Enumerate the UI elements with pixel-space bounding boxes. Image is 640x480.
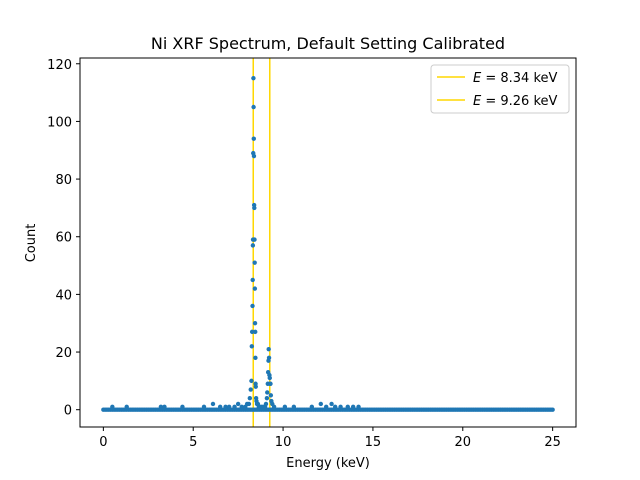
- data-point: [110, 404, 115, 410]
- data-point: [264, 395, 270, 401]
- data-point: [318, 401, 324, 407]
- x-tick-label: 5: [189, 435, 197, 450]
- legend-box: [430, 64, 570, 114]
- data-point: [252, 286, 258, 291]
- data-point: [338, 404, 343, 410]
- data-point: [162, 404, 167, 410]
- data-point: [263, 401, 269, 407]
- data-point: [249, 344, 255, 349]
- legend-label-2: E = 9.26 keV: [473, 94, 558, 109]
- y-tick-label: 120: [47, 58, 72, 73]
- y-tick-label: 0: [64, 404, 72, 419]
- data-point: [158, 404, 164, 410]
- data-point: [252, 260, 257, 265]
- data-point: [124, 404, 129, 410]
- data-point: [251, 153, 257, 159]
- data-point: [249, 329, 255, 335]
- data-point: [250, 243, 256, 248]
- y-axis-label: Count: [24, 224, 39, 263]
- legend-label-variable: E: [473, 94, 482, 109]
- data-point: [252, 205, 257, 211]
- data-point: [249, 378, 254, 384]
- data-point: [253, 384, 258, 389]
- legend-label-variable: E: [473, 71, 482, 86]
- data-point: [291, 404, 297, 410]
- x-tick-label: 25: [544, 435, 561, 450]
- data-point: [235, 401, 241, 407]
- data-point: [268, 393, 274, 398]
- data-point: [250, 303, 255, 309]
- y-tick-label: 80: [55, 173, 72, 188]
- chart-title: Ni XRF Spectrum, Default Setting Calibra…: [151, 34, 505, 53]
- data-point: [253, 329, 258, 335]
- data-point: [329, 401, 334, 407]
- data-point: [250, 277, 255, 283]
- legend-label-value: = 8.34 keV: [481, 71, 557, 86]
- data-point: [550, 407, 555, 412]
- x-tick-label: 15: [365, 435, 382, 450]
- data-point: [266, 355, 272, 361]
- y-tick-label: 40: [55, 288, 72, 303]
- x-tick-label: 10: [275, 435, 292, 450]
- data-point: [271, 404, 277, 410]
- data-point: [282, 404, 288, 410]
- data-point: [265, 390, 270, 395]
- data-point: [247, 395, 253, 401]
- x-axis-label: Energy (keV): [286, 456, 370, 471]
- data-point: [332, 404, 338, 410]
- data-point: [226, 404, 232, 410]
- data-point: [180, 404, 185, 410]
- data-point: [246, 401, 252, 407]
- y-tick-label: 60: [55, 231, 72, 246]
- data-point: [223, 404, 228, 410]
- legend-label-1: E = 8.34 keV: [473, 71, 558, 86]
- data-point: [217, 404, 223, 410]
- y-tick-label: 20: [55, 346, 72, 361]
- data-point: [252, 321, 258, 326]
- data-point: [201, 404, 207, 410]
- data-point: [268, 381, 273, 386]
- data-point: [267, 375, 272, 381]
- plot-inner: [101, 58, 555, 427]
- data-point: [266, 346, 271, 352]
- data-point: [309, 404, 315, 410]
- data-point: [239, 404, 244, 410]
- axes: 0 5 10 15 20 25 0 20 40 60 80 100 120: [47, 57, 577, 450]
- x-tick-label: 20: [455, 435, 472, 450]
- data-point: [232, 404, 237, 410]
- data-point: [356, 404, 361, 410]
- data-point: [251, 136, 256, 141]
- data-point: [248, 387, 253, 392]
- data-point: [345, 404, 350, 410]
- legend-label-value: = 9.26 keV: [481, 94, 557, 109]
- plot-area: [101, 58, 555, 427]
- axes-frame: [79, 57, 577, 428]
- x-tick-label: 0: [99, 435, 107, 450]
- data-point: [251, 75, 256, 81]
- data-point: [210, 401, 216, 407]
- data-point: [324, 404, 329, 410]
- data-point: [350, 404, 356, 410]
- data-point: [251, 104, 256, 110]
- data-point: [253, 355, 258, 361]
- data-point: [252, 237, 257, 242]
- y-tick-label: 100: [47, 115, 72, 130]
